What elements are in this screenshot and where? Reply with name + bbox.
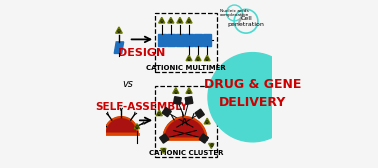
Text: DRUG & GENE
DELIVERY: DRUG & GENE DELIVERY (204, 78, 301, 109)
Bar (167, 34, 175, 46)
Polygon shape (116, 27, 122, 33)
Bar (194, 34, 202, 46)
Polygon shape (185, 97, 193, 104)
Polygon shape (156, 110, 162, 116)
Text: SELF-ASSEMBLY: SELF-ASSEMBLY (96, 102, 188, 112)
Bar (203, 34, 211, 46)
Polygon shape (159, 17, 165, 23)
Bar (185, 34, 193, 46)
Polygon shape (134, 124, 139, 129)
Polygon shape (173, 88, 179, 93)
Text: $\oplus$: $\oplus$ (186, 17, 192, 25)
Text: $\otimes$: $\otimes$ (161, 146, 166, 154)
Polygon shape (199, 134, 209, 143)
Text: $\oplus$: $\oplus$ (168, 17, 174, 25)
Text: $\otimes$: $\otimes$ (209, 141, 214, 149)
Text: $\oplus$: $\oplus$ (204, 118, 210, 126)
Text: DESIGN: DESIGN (118, 48, 166, 58)
Bar (155, 13, 217, 72)
Text: Nucleic acids
complexation: Nucleic acids complexation (220, 9, 249, 17)
Polygon shape (174, 97, 181, 104)
Text: $\oplus$: $\oplus$ (156, 110, 162, 118)
Bar (158, 34, 166, 46)
Polygon shape (177, 17, 183, 23)
Wedge shape (105, 117, 138, 134)
Bar (176, 34, 184, 46)
Text: $\oplus$: $\oplus$ (173, 88, 178, 96)
Polygon shape (186, 88, 192, 93)
Text: Cell
penetration: Cell penetration (228, 16, 265, 27)
Text: CATIONIC CLUSTER: CATIONIC CLUSTER (149, 150, 223, 156)
Wedge shape (163, 117, 206, 139)
Polygon shape (204, 55, 210, 61)
Text: $\oplus$: $\oplus$ (204, 55, 210, 63)
Polygon shape (195, 55, 201, 61)
Polygon shape (186, 55, 192, 61)
Text: $\oplus$: $\oplus$ (177, 17, 183, 25)
Text: $\oplus$: $\oplus$ (134, 123, 140, 131)
Polygon shape (168, 17, 174, 23)
Polygon shape (195, 109, 204, 118)
Text: $\oplus$: $\oplus$ (186, 88, 192, 96)
Polygon shape (114, 42, 124, 53)
Text: $\oplus$: $\oplus$ (159, 17, 164, 25)
Text: $\oplus$: $\oplus$ (116, 27, 122, 35)
Text: $\oplus$: $\oplus$ (195, 55, 201, 63)
Polygon shape (160, 134, 169, 143)
Bar (155, 86, 217, 157)
Circle shape (208, 53, 297, 142)
Text: CATIONIC MULTIMER: CATIONIC MULTIMER (146, 65, 226, 71)
Polygon shape (209, 143, 214, 149)
Text: $\oplus$: $\oplus$ (186, 55, 192, 63)
Polygon shape (204, 118, 210, 124)
Polygon shape (162, 108, 171, 117)
Polygon shape (186, 17, 192, 23)
Text: vs: vs (122, 79, 133, 89)
Polygon shape (161, 149, 166, 153)
